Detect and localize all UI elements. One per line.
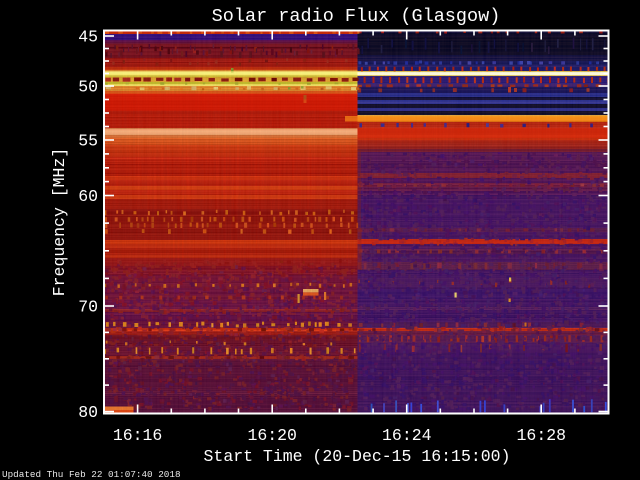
svg-text:55: 55 — [78, 132, 98, 151]
svg-text:Solar radio Flux (Glasgow): Solar radio Flux (Glasgow) — [212, 6, 501, 27]
svg-text:16:28: 16:28 — [517, 426, 567, 445]
svg-text:70: 70 — [78, 298, 98, 317]
svg-text:Updated Thu Feb 22 01:07:40 20: Updated Thu Feb 22 01:07:40 2018 — [2, 469, 181, 480]
svg-text:16:24: 16:24 — [382, 426, 432, 445]
svg-text:16:16: 16:16 — [113, 426, 163, 445]
svg-text:Frequency [MHz]: Frequency [MHz] — [50, 148, 69, 297]
svg-text:80: 80 — [78, 403, 98, 422]
svg-text:50: 50 — [78, 78, 98, 97]
svg-text:16:20: 16:20 — [247, 426, 297, 445]
svg-text:60: 60 — [78, 187, 98, 206]
svg-text:Start Time (20-Dec-15 16:15:00: Start Time (20-Dec-15 16:15:00) — [204, 447, 511, 466]
svg-text:45: 45 — [78, 28, 98, 47]
